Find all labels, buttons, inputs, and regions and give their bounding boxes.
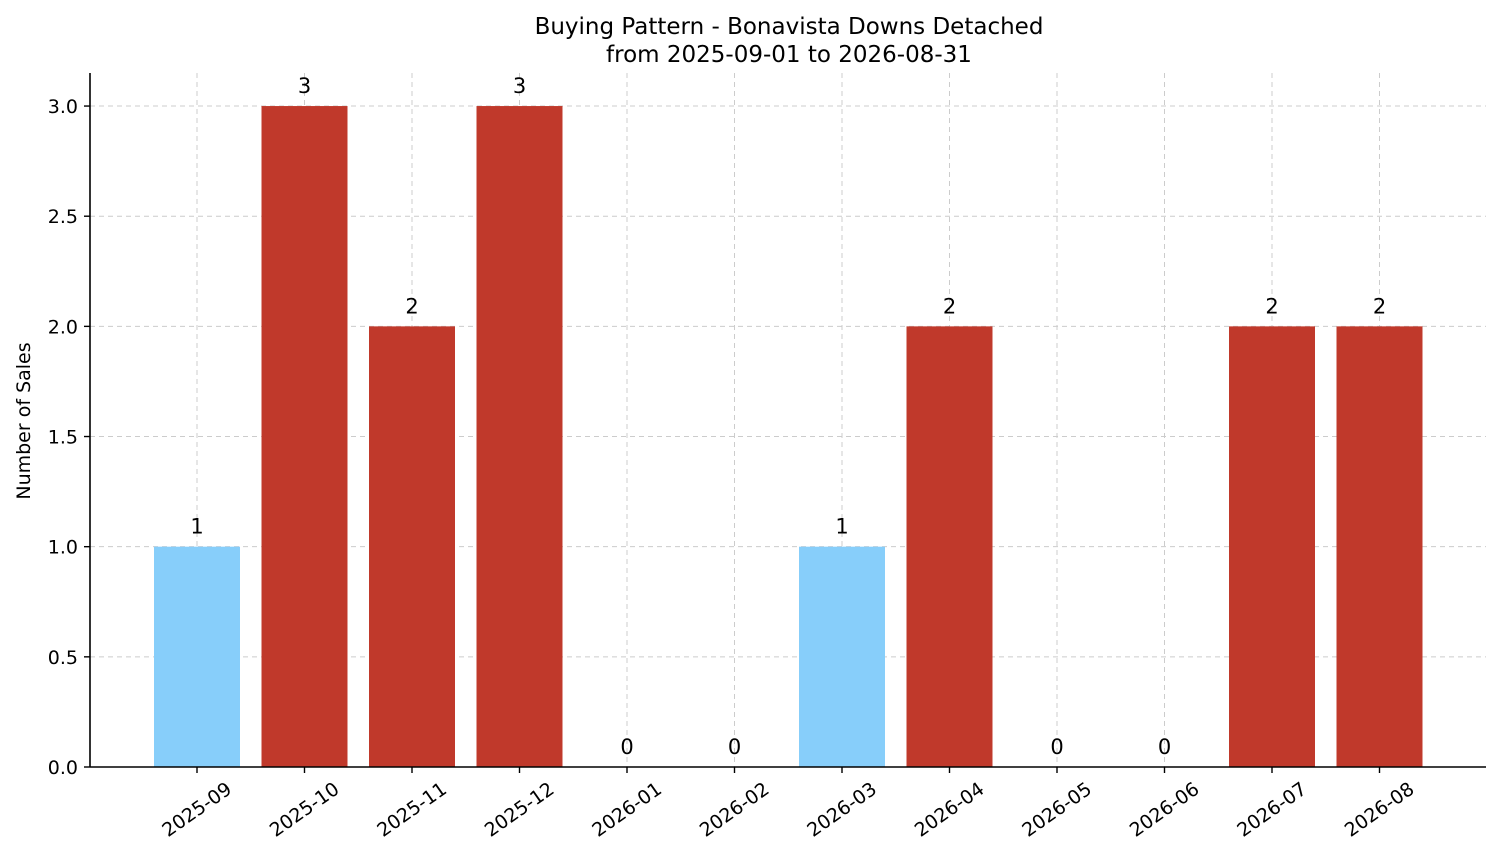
bar-2026-03 — [799, 546, 885, 767]
data-labels-layer: 1 3 2 3 0 0 1 2 0 0 2 2 — [190, 74, 1386, 759]
y-axis-label: Number of Sales — [13, 342, 35, 499]
data-label-2026-01: 0 — [620, 735, 633, 759]
bars-layer — [154, 106, 1423, 768]
x-tick-label: 2025-10 — [266, 778, 344, 842]
chart-subtitle: from 2025-09-01 to 2026-08-31 — [606, 42, 972, 68]
data-label-2025-11: 2 — [405, 294, 418, 318]
data-label-2026-02: 0 — [728, 735, 741, 759]
y-tick-label: 2.5 — [48, 206, 78, 228]
ticks-layer: 0.0 0.5 1.0 1.5 2.0 2.5 3.0 2025-09 2025-10 2025-… — [48, 96, 1419, 842]
data-label-2026-07: 2 — [1265, 294, 1278, 318]
bar-2026-07 — [1229, 326, 1315, 767]
x-tick-label: 2026-01 — [588, 778, 666, 842]
bar-2025-12 — [476, 106, 563, 768]
y-tick-label: 0.0 — [48, 757, 78, 779]
data-label-2026-06: 0 — [1158, 735, 1171, 759]
chart-title: Buying Pattern - Bonavista Downs Detache… — [535, 14, 1044, 40]
x-tick-label: 2026-07 — [1233, 778, 1311, 842]
bar-2026-08 — [1336, 326, 1423, 767]
x-tick-label: 2026-03 — [803, 778, 881, 842]
bar-2026-04 — [906, 326, 993, 767]
data-label-2025-09: 1 — [190, 515, 203, 539]
data-label-2025-10: 3 — [298, 74, 311, 98]
data-label-2026-04: 2 — [943, 294, 956, 318]
x-tick-label: 2026-05 — [1018, 778, 1096, 842]
x-tick-label: 2026-06 — [1126, 778, 1204, 842]
bar-2025-11 — [369, 326, 455, 767]
data-label-2025-12: 3 — [513, 74, 526, 98]
x-tick-label: 2026-02 — [696, 778, 774, 842]
data-label-2026-03: 1 — [835, 515, 848, 539]
x-tick-label: 2025-09 — [158, 778, 236, 842]
y-tick-label: 1.5 — [48, 427, 78, 449]
y-tick-label: 1.0 — [48, 537, 78, 559]
bar-2025-10 — [261, 106, 348, 768]
x-tick-label: 2026-04 — [911, 778, 989, 842]
bar-2025-09 — [154, 546, 240, 767]
x-tick-label: 2025-11 — [373, 778, 451, 842]
y-tick-label: 2.0 — [48, 316, 78, 338]
data-label-2026-05: 0 — [1050, 735, 1063, 759]
x-tick-label: 2026-08 — [1341, 778, 1419, 842]
data-label-2026-08: 2 — [1373, 294, 1386, 318]
y-tick-label: 3.0 — [48, 96, 78, 118]
y-tick-label: 0.5 — [48, 647, 78, 669]
x-tick-label: 2025-12 — [481, 778, 559, 842]
axes-layer — [89, 73, 1486, 768]
